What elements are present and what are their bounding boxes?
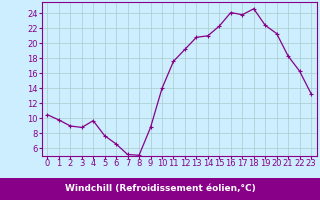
Text: Windchill (Refroidissement éolien,°C): Windchill (Refroidissement éolien,°C) [65, 184, 255, 194]
